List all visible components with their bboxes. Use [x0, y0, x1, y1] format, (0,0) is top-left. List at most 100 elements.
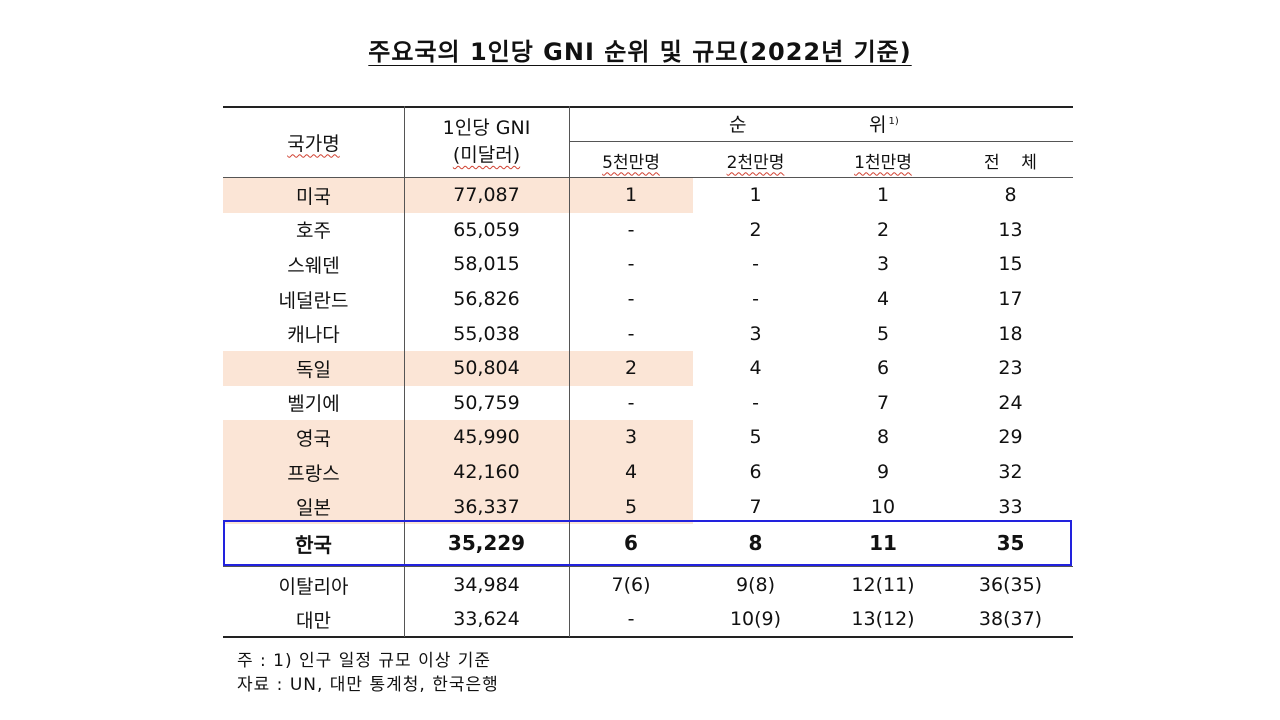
rule-rank-sub: [569, 141, 1073, 142]
cell-rank-10m: 7: [876, 391, 890, 414]
cell-gni: 65,059: [453, 218, 520, 241]
footnote: 주 : 1) 인구 일정 규모 이상 기준: [237, 651, 492, 671]
cell-country: 네덜란드: [278, 289, 349, 312]
cell-gni: 77,087: [404, 178, 569, 213]
cell-rank-20m: 1: [749, 184, 762, 207]
header-gni-line2: (미달러): [452, 144, 521, 166]
cell-rank-20m: 2: [749, 218, 762, 241]
header-country: 국가명: [287, 132, 340, 155]
cell-rank-10m: 4: [876, 288, 890, 311]
table-row: 네덜란드 56,826 - - 4 17: [223, 282, 1073, 317]
cell-rank-10m: 5: [876, 322, 890, 345]
cell-rank-50m: -: [627, 391, 635, 414]
cell-rank-all: 29: [998, 426, 1023, 449]
cell-rank-50m: 4: [569, 454, 693, 490]
header-sub-20m: 2천만명: [726, 152, 785, 173]
cell-gni: 50,804: [404, 351, 569, 386]
cell-country: 호주: [296, 220, 331, 243]
gni-table: 국가명 1인당 GNI (미달러) 순 위 1) 5천만명 2천만명 1천만명 전…: [223, 106, 1073, 638]
cell-country: 미국: [223, 178, 404, 213]
cell-rank-50m: 6: [624, 531, 638, 555]
cell-rank-20m: 7: [749, 495, 762, 518]
cell-gni: 36,337: [404, 489, 569, 524]
cell-rank-all: 23: [998, 357, 1023, 380]
table-row: 대만 33,624 - 10(9) 13(12) 38(37): [223, 602, 1073, 636]
header-rank-a: 순: [729, 114, 747, 136]
header-rank-b: 위 1): [869, 114, 899, 136]
cell-rank-20m: -: [752, 391, 759, 414]
cell-rank-10m: 13(12): [851, 608, 915, 630]
rule-top: [223, 106, 1073, 108]
cell-rank-all: 36(35): [978, 574, 1043, 596]
table-row: 캐나다 55,038 - 3 5 18: [223, 316, 1073, 351]
cell-rank-20m: 10(9): [729, 608, 782, 630]
table-row: 스웨덴 58,015 - - 3 15: [223, 247, 1073, 282]
header-rank: 순 위 1): [569, 106, 1073, 140]
table-row: 일본 36,337 5 7 10 33: [223, 489, 1073, 524]
cell-gni: 33,624: [453, 608, 520, 630]
cell-rank-20m: 8: [748, 531, 763, 555]
table-row: 영국 45,990 3 5 8 29: [223, 420, 1073, 455]
cell-rank-10m: 1: [876, 184, 890, 207]
cell-gni: 58,015: [453, 253, 520, 276]
table-row: 이탈리아 34,984 7(6) 9(8) 12(11) 36(35): [223, 568, 1073, 602]
cell-rank-10m: 10: [870, 495, 896, 518]
cell-rank-10m: 8: [876, 426, 890, 449]
table-header: 국가명 1인당 GNI (미달러) 순 위 1) 5천만명 2천만명 1천만명 전…: [223, 106, 1073, 178]
cell-rank-50m: 5: [569, 489, 693, 524]
cell-country: 이탈리아: [278, 575, 349, 598]
table-row: 벨기에 50,759 - - 7 24: [223, 386, 1073, 421]
cell-rank-50m: -: [627, 608, 635, 630]
cell-gni: 56,826: [453, 288, 520, 311]
cell-rank-10m: 12(11): [851, 574, 915, 596]
cell-rank-all: 18: [998, 322, 1023, 345]
cell-rank-all: 13: [998, 218, 1023, 241]
cell-rank-50m: -: [627, 322, 635, 345]
cell-rank-50m: -: [627, 253, 635, 276]
cell-rank-all: 33: [998, 495, 1023, 518]
cell-country: 영국: [223, 420, 404, 455]
cell-country: 프랑스: [223, 454, 404, 490]
table-title: 주요국의 1인당 GNI 순위 및 규모(2022년 기준): [368, 38, 912, 66]
cell-gni: 35,229: [447, 531, 526, 555]
cell-gni: 45,990: [404, 420, 569, 455]
cell-rank-all: 35: [996, 531, 1025, 555]
header-gni: 1인당 GNI (미달러): [404, 106, 569, 178]
cell-country: 한국: [295, 532, 332, 557]
cell-country: 독일: [223, 351, 404, 386]
cell-rank-all: 24: [998, 391, 1023, 414]
rule-bottom: [223, 636, 1073, 638]
cell-rank-all: 15: [998, 253, 1023, 276]
table-row: 호주 65,059 - 2 2 13: [223, 213, 1073, 248]
cell-gni: 34,984: [453, 574, 520, 596]
cell-country: 캐나다: [287, 324, 340, 347]
cell-rank-20m: 5: [749, 426, 762, 449]
divider-country: [404, 106, 405, 637]
table-row: 프랑스 42,160 4 6 9 32: [223, 454, 1073, 490]
cell-rank-20m: 4: [749, 357, 762, 380]
cell-rank-10m: 11: [869, 531, 897, 555]
cell-rank-all: 17: [998, 288, 1023, 311]
cell-rank-50m: -: [627, 288, 635, 311]
cell-rank-50m: -: [627, 218, 635, 241]
header-sub-10m: 1천만명: [854, 152, 912, 173]
header-sub-50m: 5천만명: [602, 152, 660, 173]
cell-rank-50m: 3: [569, 420, 693, 455]
cell-rank-20m: -: [752, 253, 759, 276]
cell-rank-10m: 6: [876, 357, 890, 380]
cell-country: 대만: [296, 609, 331, 632]
cell-rank-10m: 3: [876, 253, 890, 276]
rule-header-bottom: [223, 177, 1073, 178]
cell-gni: 50,759: [453, 391, 520, 414]
table-row-korea: 한국 35,229 6 8 11 35: [223, 520, 1073, 566]
cell-rank-50m: 7(6): [611, 574, 651, 596]
cell-rank-50m: 1: [569, 178, 693, 213]
cell-rank-20m: 6: [749, 461, 762, 484]
header-sub-all: 전 체: [984, 152, 1037, 173]
cell-rank-all: 38(37): [978, 608, 1043, 630]
cell-rank-10m: 2: [876, 218, 890, 241]
cell-country: 일본: [223, 489, 404, 524]
source-note: 자료 : UN, 대만 통계청, 한국은행: [237, 675, 499, 695]
table-row: 미국 77,087 1 1 1 8: [223, 178, 1073, 213]
cell-rank-all: 8: [1004, 184, 1017, 207]
